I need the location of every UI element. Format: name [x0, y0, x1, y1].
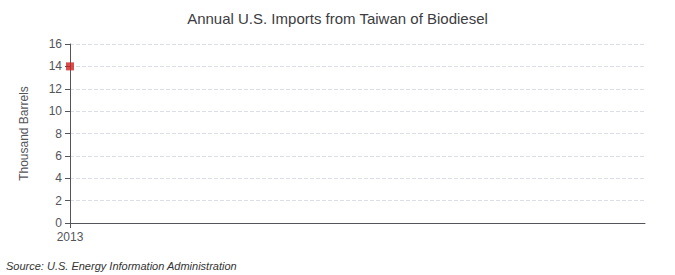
- svg-text:14: 14: [49, 59, 63, 73]
- svg-text:2: 2: [55, 194, 62, 208]
- svg-text:8: 8: [55, 127, 62, 141]
- svg-text:2013: 2013: [57, 230, 84, 244]
- svg-text:10: 10: [49, 104, 63, 118]
- svg-text:4: 4: [55, 171, 62, 185]
- svg-text:16: 16: [49, 37, 63, 51]
- svg-text:Source: U.S. Energy Informatio: Source: U.S. Energy Information Administ…: [6, 260, 237, 272]
- svg-text:6: 6: [55, 149, 62, 163]
- svg-text:12: 12: [49, 82, 63, 96]
- svg-text:Thousand Barrels: Thousand Barrels: [17, 86, 31, 181]
- svg-text:Annual U.S. Imports from Taiwa: Annual U.S. Imports from Taiwan of Biodi…: [187, 10, 488, 27]
- svg-text:0: 0: [55, 216, 62, 230]
